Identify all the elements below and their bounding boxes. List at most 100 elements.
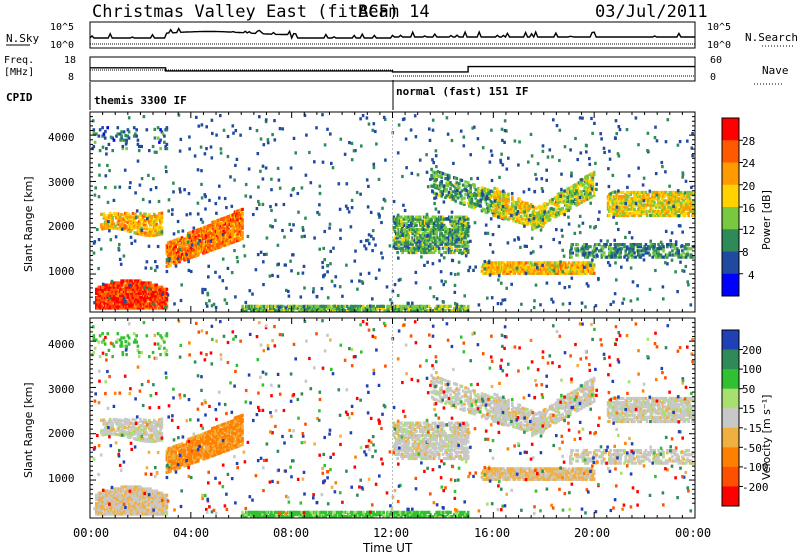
echo-cell: [623, 243, 626, 246]
echo-cell: [450, 272, 453, 275]
echo-cell: [117, 132, 120, 135]
echo-cell: [161, 212, 164, 215]
echo-cell: [251, 293, 254, 296]
echo-cell: [398, 123, 401, 126]
echo-cell: [461, 252, 464, 255]
echo-cell: [180, 283, 183, 286]
echo-cell: [135, 128, 138, 131]
echo-cell: [135, 135, 138, 138]
echo-cell: [368, 272, 371, 275]
echo-cell: [649, 240, 652, 243]
echo-cell: [622, 191, 625, 194]
echo-cell: [443, 184, 446, 187]
echo-cell: [165, 166, 168, 169]
echo-cell: [553, 269, 556, 272]
echo-cell: [120, 130, 123, 133]
echo-cell: [583, 199, 586, 202]
cpid-normal: normal (fast) 151 IF: [396, 85, 528, 98]
echo-cell: [197, 212, 200, 215]
echo-cell: [166, 126, 169, 129]
echo-cell: [401, 234, 404, 237]
echo-cell: [606, 240, 609, 243]
echo-cell: [451, 216, 454, 219]
echo-cell: [414, 114, 417, 117]
echo-cell: [458, 245, 461, 248]
echo-cell: [166, 288, 169, 291]
echo-cell: [303, 235, 306, 238]
echo-cell: [467, 228, 470, 231]
echo-cell: [147, 174, 150, 177]
echo-cell: [403, 117, 406, 120]
echo-cell: [201, 288, 204, 291]
echo-cell: [432, 216, 435, 219]
freq-tick-bottom: 8: [68, 72, 74, 83]
echo-cell: [547, 156, 550, 159]
echo-cell: [684, 191, 687, 194]
station-title: Christmas Valley East (fitACF): [92, 2, 399, 22]
echo-cell: [589, 163, 592, 166]
echo-cell: [401, 229, 404, 232]
echo-cell: [98, 174, 101, 177]
echo-cell: [111, 216, 114, 219]
echo-cell: [513, 238, 516, 241]
echo-cell: [274, 219, 277, 222]
echo-cell: [540, 228, 543, 231]
echo-cell: [595, 243, 598, 246]
echo-cell: [305, 174, 308, 177]
echo-cell: [511, 196, 514, 199]
echo-cell: [458, 261, 461, 264]
echo-cell: [559, 195, 562, 198]
echo-cell: [134, 191, 137, 194]
echo-cell: [258, 115, 261, 118]
echo-cell: [222, 233, 225, 236]
echo-cell: [464, 193, 467, 196]
echo-cell: [467, 305, 470, 308]
echo-cell: [576, 158, 579, 161]
echo-cell: [241, 305, 244, 308]
echo-cell: [523, 225, 526, 228]
echo-cell: [200, 169, 203, 172]
echo-cell: [432, 129, 435, 132]
echo-cell: [620, 266, 623, 269]
echo-cell: [473, 184, 476, 187]
echo-cell: [471, 193, 474, 196]
echo-cell: [138, 145, 141, 148]
echo-cell: [301, 235, 304, 238]
echo-cell: [656, 194, 659, 197]
echo-cell: [581, 117, 584, 120]
echo-cell: [245, 183, 248, 186]
echo-cell: [425, 153, 428, 156]
echo-cell: [492, 233, 495, 236]
echo-cell: [340, 138, 343, 141]
echo-cell: [179, 187, 182, 190]
echo-cell: [448, 191, 451, 194]
echo-cell: [117, 126, 120, 129]
freq-label: Freq.: [4, 55, 34, 66]
echo-cell: [628, 231, 631, 234]
noise-tick-bottom-left: 10^0: [50, 40, 74, 51]
echo-cell: [346, 207, 349, 210]
echo-cell: [241, 212, 244, 215]
echo-cell: [558, 282, 561, 285]
echo-cell: [441, 280, 444, 283]
echo-cell: [647, 193, 650, 196]
echo-cell: [424, 305, 427, 308]
echo-cell: [477, 137, 480, 140]
echo-cell: [507, 193, 510, 196]
echo-cell: [648, 253, 651, 256]
date-label: 03/Jul/2011: [595, 2, 708, 22]
echo-cell: [463, 136, 466, 139]
echo-cell: [114, 225, 117, 228]
echo-cell: [161, 226, 164, 229]
echo-cell: [496, 206, 499, 209]
noise-tick-bottom-right: 10^0: [707, 40, 731, 51]
echo-cell: [662, 285, 665, 288]
echo-cell: [581, 302, 584, 305]
echo-cell: [157, 137, 160, 140]
echo-cell: [108, 229, 111, 232]
echo-cell: [626, 258, 629, 261]
echo-cell: [292, 223, 295, 226]
echo-cell: [534, 173, 537, 176]
echo-cell: [560, 173, 563, 176]
echo-cell: [519, 198, 522, 201]
